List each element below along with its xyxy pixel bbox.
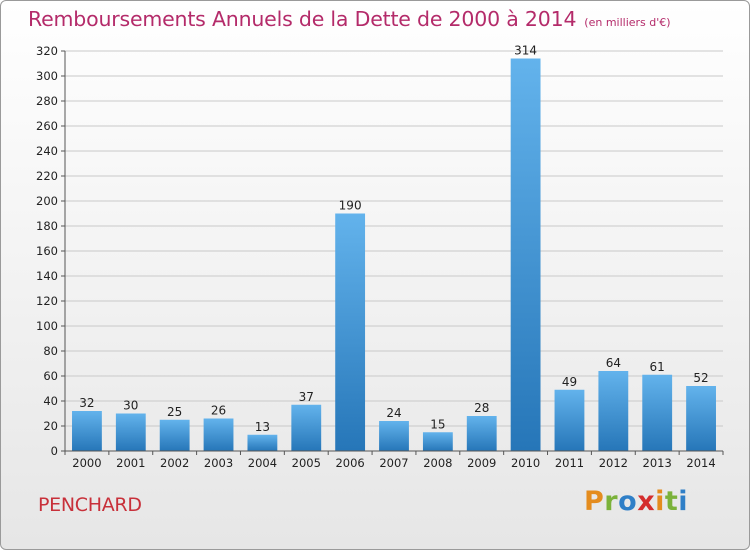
y-tick-label-320: 320 xyxy=(36,44,58,58)
logo-letter: P xyxy=(584,486,605,517)
y-tick-label-60: 60 xyxy=(43,369,58,383)
bar-2008 xyxy=(422,432,453,451)
chart-bars: 32 30 25 26 13 37 190 24 15 28 314 49 64 61 52 xyxy=(72,44,716,451)
x-tick-label-2007: 2007 xyxy=(379,456,408,470)
logo-letter: x xyxy=(637,486,656,517)
y-tick-label-240: 240 xyxy=(36,144,58,158)
chart-title: Remboursements Annuels de la Dette de 20… xyxy=(28,7,671,31)
bar-2013 xyxy=(642,374,673,451)
value-label-2004: 13 xyxy=(255,420,270,434)
commune-name: PENCHARD xyxy=(38,494,142,516)
value-label-2010: 314 xyxy=(514,44,537,58)
x-tick-label-2009: 2009 xyxy=(467,456,496,470)
y-tick-label-120: 120 xyxy=(36,294,58,308)
y-tick-label-0: 0 xyxy=(51,444,58,458)
x-tick-label-2000: 2000 xyxy=(72,456,101,470)
x-tick-label-2014: 2014 xyxy=(686,456,715,470)
y-tick-label-200: 200 xyxy=(36,194,58,208)
value-label-2012: 64 xyxy=(606,356,621,370)
bar-2014 xyxy=(686,386,716,451)
x-tick-label-2003: 2003 xyxy=(204,456,233,470)
bar-2012 xyxy=(598,371,629,451)
x-tick-label-2004: 2004 xyxy=(248,456,277,470)
bar-2001 xyxy=(115,413,146,451)
x-tick-label-2005: 2005 xyxy=(292,456,321,470)
x-tick-label-2011: 2011 xyxy=(555,456,584,470)
bar-2003 xyxy=(203,418,234,451)
y-tick-label-180: 180 xyxy=(36,219,58,233)
bar-2011 xyxy=(554,389,585,451)
x-tick-label-2001: 2001 xyxy=(116,456,145,470)
bar-2004 xyxy=(247,434,278,451)
bar-2009 xyxy=(466,416,497,451)
y-tick-label-220: 220 xyxy=(36,169,58,183)
x-tick-label-2013: 2013 xyxy=(643,456,672,470)
value-label-2006: 190 xyxy=(339,199,362,213)
logo-letter: i xyxy=(678,486,689,517)
x-tick-label-2008: 2008 xyxy=(423,456,452,470)
x-tick-label-2012: 2012 xyxy=(599,456,628,470)
value-label-2008: 15 xyxy=(430,417,445,431)
y-tick-label-100: 100 xyxy=(36,319,58,333)
logo-letter: i xyxy=(655,486,665,517)
bar-2002 xyxy=(159,419,190,451)
y-tick-label-80: 80 xyxy=(43,344,58,358)
y-tick-label-280: 280 xyxy=(36,94,58,108)
value-label-2009: 28 xyxy=(474,401,489,415)
value-label-2007: 24 xyxy=(386,406,401,420)
y-tick-label-260: 260 xyxy=(36,119,58,133)
bar-2010 xyxy=(510,58,541,451)
x-tick-label-2006: 2006 xyxy=(335,456,364,470)
x-tick-label-2010: 2010 xyxy=(511,456,540,470)
x-axis-ticks: 2000 2001 2002 2003 2004 2005 2006 2007 2008 2009… xyxy=(64,451,724,470)
value-label-2011: 49 xyxy=(562,375,577,389)
logo-letter: o xyxy=(618,486,638,517)
chart-subtitle: (en milliers d'€) xyxy=(584,16,671,29)
y-tick-label-160: 160 xyxy=(36,244,58,258)
proxiti-logo: Proxiti xyxy=(584,486,688,517)
x-tick-label-2002: 2002 xyxy=(160,456,189,470)
y-tick-label-20: 20 xyxy=(43,419,58,433)
value-label-2000: 32 xyxy=(79,396,94,410)
logo-letter: r xyxy=(604,486,619,517)
value-label-2013: 61 xyxy=(650,360,665,374)
bar-2007 xyxy=(379,421,409,451)
y-tick-label-140: 140 xyxy=(36,269,58,283)
bar-2006 xyxy=(335,213,366,451)
chart-title-main: Remboursements Annuels de la Dette de 20… xyxy=(28,7,577,31)
value-label-2014: 52 xyxy=(693,371,708,385)
y-axis-ticks: 0 20 40 60 80 100 120 140 160 180 200 220 240 260 280 3… xyxy=(36,44,65,458)
bar-2005 xyxy=(291,404,322,451)
y-tick-label-40: 40 xyxy=(43,394,58,408)
logo-letter: t xyxy=(664,486,679,517)
value-label-2002: 25 xyxy=(167,405,182,419)
chart-axes xyxy=(64,51,723,452)
value-label-2003: 26 xyxy=(211,404,226,418)
value-label-2001: 30 xyxy=(123,399,138,413)
value-label-2005: 37 xyxy=(299,390,314,404)
bar-2000 xyxy=(72,411,102,451)
y-tick-label-300: 300 xyxy=(36,69,58,83)
